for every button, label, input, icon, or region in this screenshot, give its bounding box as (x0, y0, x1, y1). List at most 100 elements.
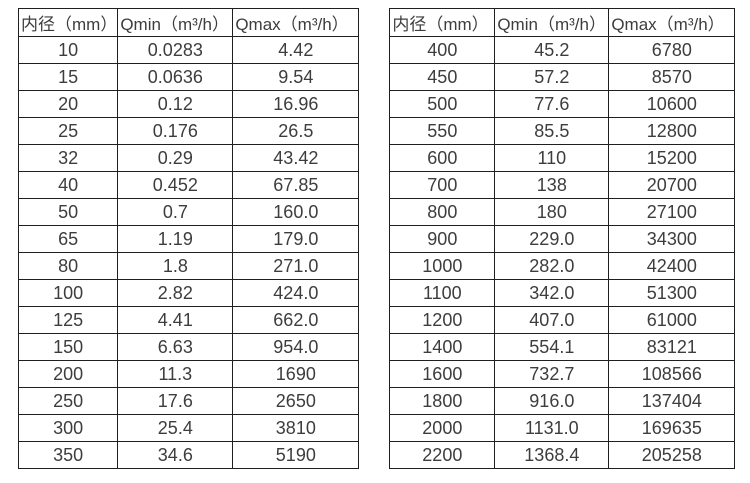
table-cell: 67.85 (232, 171, 360, 199)
table-cell: 350 (17, 441, 119, 469)
table-cell: 34.6 (117, 441, 234, 469)
table-cell: 26.5 (232, 117, 360, 145)
table-row: 350 34.6 5190 (17, 441, 360, 469)
table-row: 40 0.452 67.85 (17, 171, 360, 199)
table-cell: 1.8 (117, 252, 234, 280)
table-cell: 1000 (389, 252, 496, 280)
table-cell: 25.4 (117, 414, 234, 442)
table-cell: 0.452 (117, 171, 234, 199)
table-cell: 65 (17, 225, 119, 253)
flow-table-small-diameters: 内径（mm） Qmin（m³/h） Qmax（m³/h） 10 0.0283 4.4… (17, 8, 360, 469)
table-body: 10 0.0283 4.42 15 0.0636 9.54 20 0.12 16.96 25 0.1… (17, 36, 360, 469)
table-row: 500 77.6 10600 (389, 90, 736, 118)
table-cell: 2650 (232, 387, 360, 415)
table-cell: 125 (17, 306, 119, 334)
table-row: 700 138 20700 (389, 171, 736, 199)
table-cell: 954.0 (232, 333, 360, 361)
table-cell: 500 (389, 90, 496, 118)
table-cell: 15 (17, 63, 119, 91)
table-cell: 662.0 (232, 306, 360, 334)
table-cell: 0.176 (117, 117, 234, 145)
table-cell: 900 (389, 225, 496, 253)
table-cell: 100 (17, 279, 119, 307)
table-cell: 1400 (389, 333, 496, 361)
table-cell: 1690 (232, 360, 360, 388)
table-row: 20 0.12 16.96 (17, 90, 360, 118)
table-row: 100 2.82 424.0 (17, 279, 360, 307)
table-cell: 1800 (389, 387, 496, 415)
table-cell: 916.0 (494, 387, 610, 415)
table-row: 800 180 27100 (389, 198, 736, 226)
table-row: 32 0.29 43.42 (17, 144, 360, 172)
table-cell: 160.0 (232, 198, 360, 226)
table-cell: 1100 (389, 279, 496, 307)
table-cell: 179.0 (232, 225, 360, 253)
table-cell: 27100 (608, 198, 736, 226)
table-cell: 12800 (608, 117, 736, 145)
table-cell: 229.0 (494, 225, 610, 253)
table-row: 1000 282.0 42400 (389, 252, 736, 280)
table-cell: 550 (389, 117, 496, 145)
table-cell: 282.0 (494, 252, 610, 280)
table-cell: 1368.4 (494, 441, 610, 469)
table-row: 300 25.4 3810 (17, 414, 360, 442)
table-cell: 180 (494, 198, 610, 226)
table-cell: 407.0 (494, 306, 610, 334)
table-cell: 150 (17, 333, 119, 361)
table-cell: 0.7 (117, 198, 234, 226)
table-row: 200 11.3 1690 (17, 360, 360, 388)
table-row: 10 0.0283 4.42 (17, 36, 360, 64)
table-cell: 43.42 (232, 144, 360, 172)
header-row: 内径（mm） Qmin（m³/h） Qmax（m³/h） (389, 8, 736, 37)
table-cell: 1131.0 (494, 414, 610, 442)
table-row: 150 6.63 954.0 (17, 333, 360, 361)
table-cell: 700 (389, 171, 496, 199)
table-cell: 61000 (608, 306, 736, 334)
table-cell: 15200 (608, 144, 736, 172)
table-cell: 300 (17, 414, 119, 442)
table-cell: 85.5 (494, 117, 610, 145)
table-cell: 0.29 (117, 144, 234, 172)
table-cell: 42400 (608, 252, 736, 280)
table-row: 25 0.176 26.5 (17, 117, 360, 145)
table-cell: 4.42 (232, 36, 360, 64)
header-qmin: Qmin（m³/h） (494, 8, 610, 37)
table-cell: 1600 (389, 360, 496, 388)
table-cell: 32 (17, 144, 119, 172)
table-cell: 57.2 (494, 63, 610, 91)
table-cell: 732.7 (494, 360, 610, 388)
table-cell: 271.0 (232, 252, 360, 280)
table-cell: 3810 (232, 414, 360, 442)
table-cell: 6780 (608, 36, 736, 64)
table-row: 1100 342.0 51300 (389, 279, 736, 307)
table-cell: 11.3 (117, 360, 234, 388)
table-cell: 40 (17, 171, 119, 199)
table-row: 15 0.0636 9.54 (17, 63, 360, 91)
header-qmax: Qmax（m³/h） (232, 8, 360, 37)
table-cell: 600 (389, 144, 496, 172)
table-row: 900 229.0 34300 (389, 225, 736, 253)
flow-table-large-diameters: 内径（mm） Qmin（m³/h） Qmax（m³/h） 400 45.2 6780… (389, 8, 736, 469)
table-cell: 77.6 (494, 90, 610, 118)
table-cell: 4.41 (117, 306, 234, 334)
table-cell: 800 (389, 198, 496, 226)
table-row: 1400 554.1 83121 (389, 333, 736, 361)
header-inner-diameter: 内径（mm） (17, 8, 119, 37)
flow-range-tables: 内径（mm） Qmin（m³/h） Qmax（m³/h） 10 0.0283 4.4… (17, 8, 736, 469)
table-cell: 34300 (608, 225, 736, 253)
table-cell: 5190 (232, 441, 360, 469)
table-row: 80 1.8 271.0 (17, 252, 360, 280)
table-row: 1200 407.0 61000 (389, 306, 736, 334)
table-cell: 50 (17, 198, 119, 226)
table-cell: 0.12 (117, 90, 234, 118)
table-cell: 2200 (389, 441, 496, 469)
table-cell: 10 (17, 36, 119, 64)
table-cell: 0.0636 (117, 63, 234, 91)
table-row: 2000 1131.0 169635 (389, 414, 736, 442)
table-row: 450 57.2 8570 (389, 63, 736, 91)
table-cell: 0.0283 (117, 36, 234, 64)
table-cell: 80 (17, 252, 119, 280)
header-qmin: Qmin（m³/h） (117, 8, 234, 37)
table-cell: 2.82 (117, 279, 234, 307)
table-cell: 6.63 (117, 333, 234, 361)
